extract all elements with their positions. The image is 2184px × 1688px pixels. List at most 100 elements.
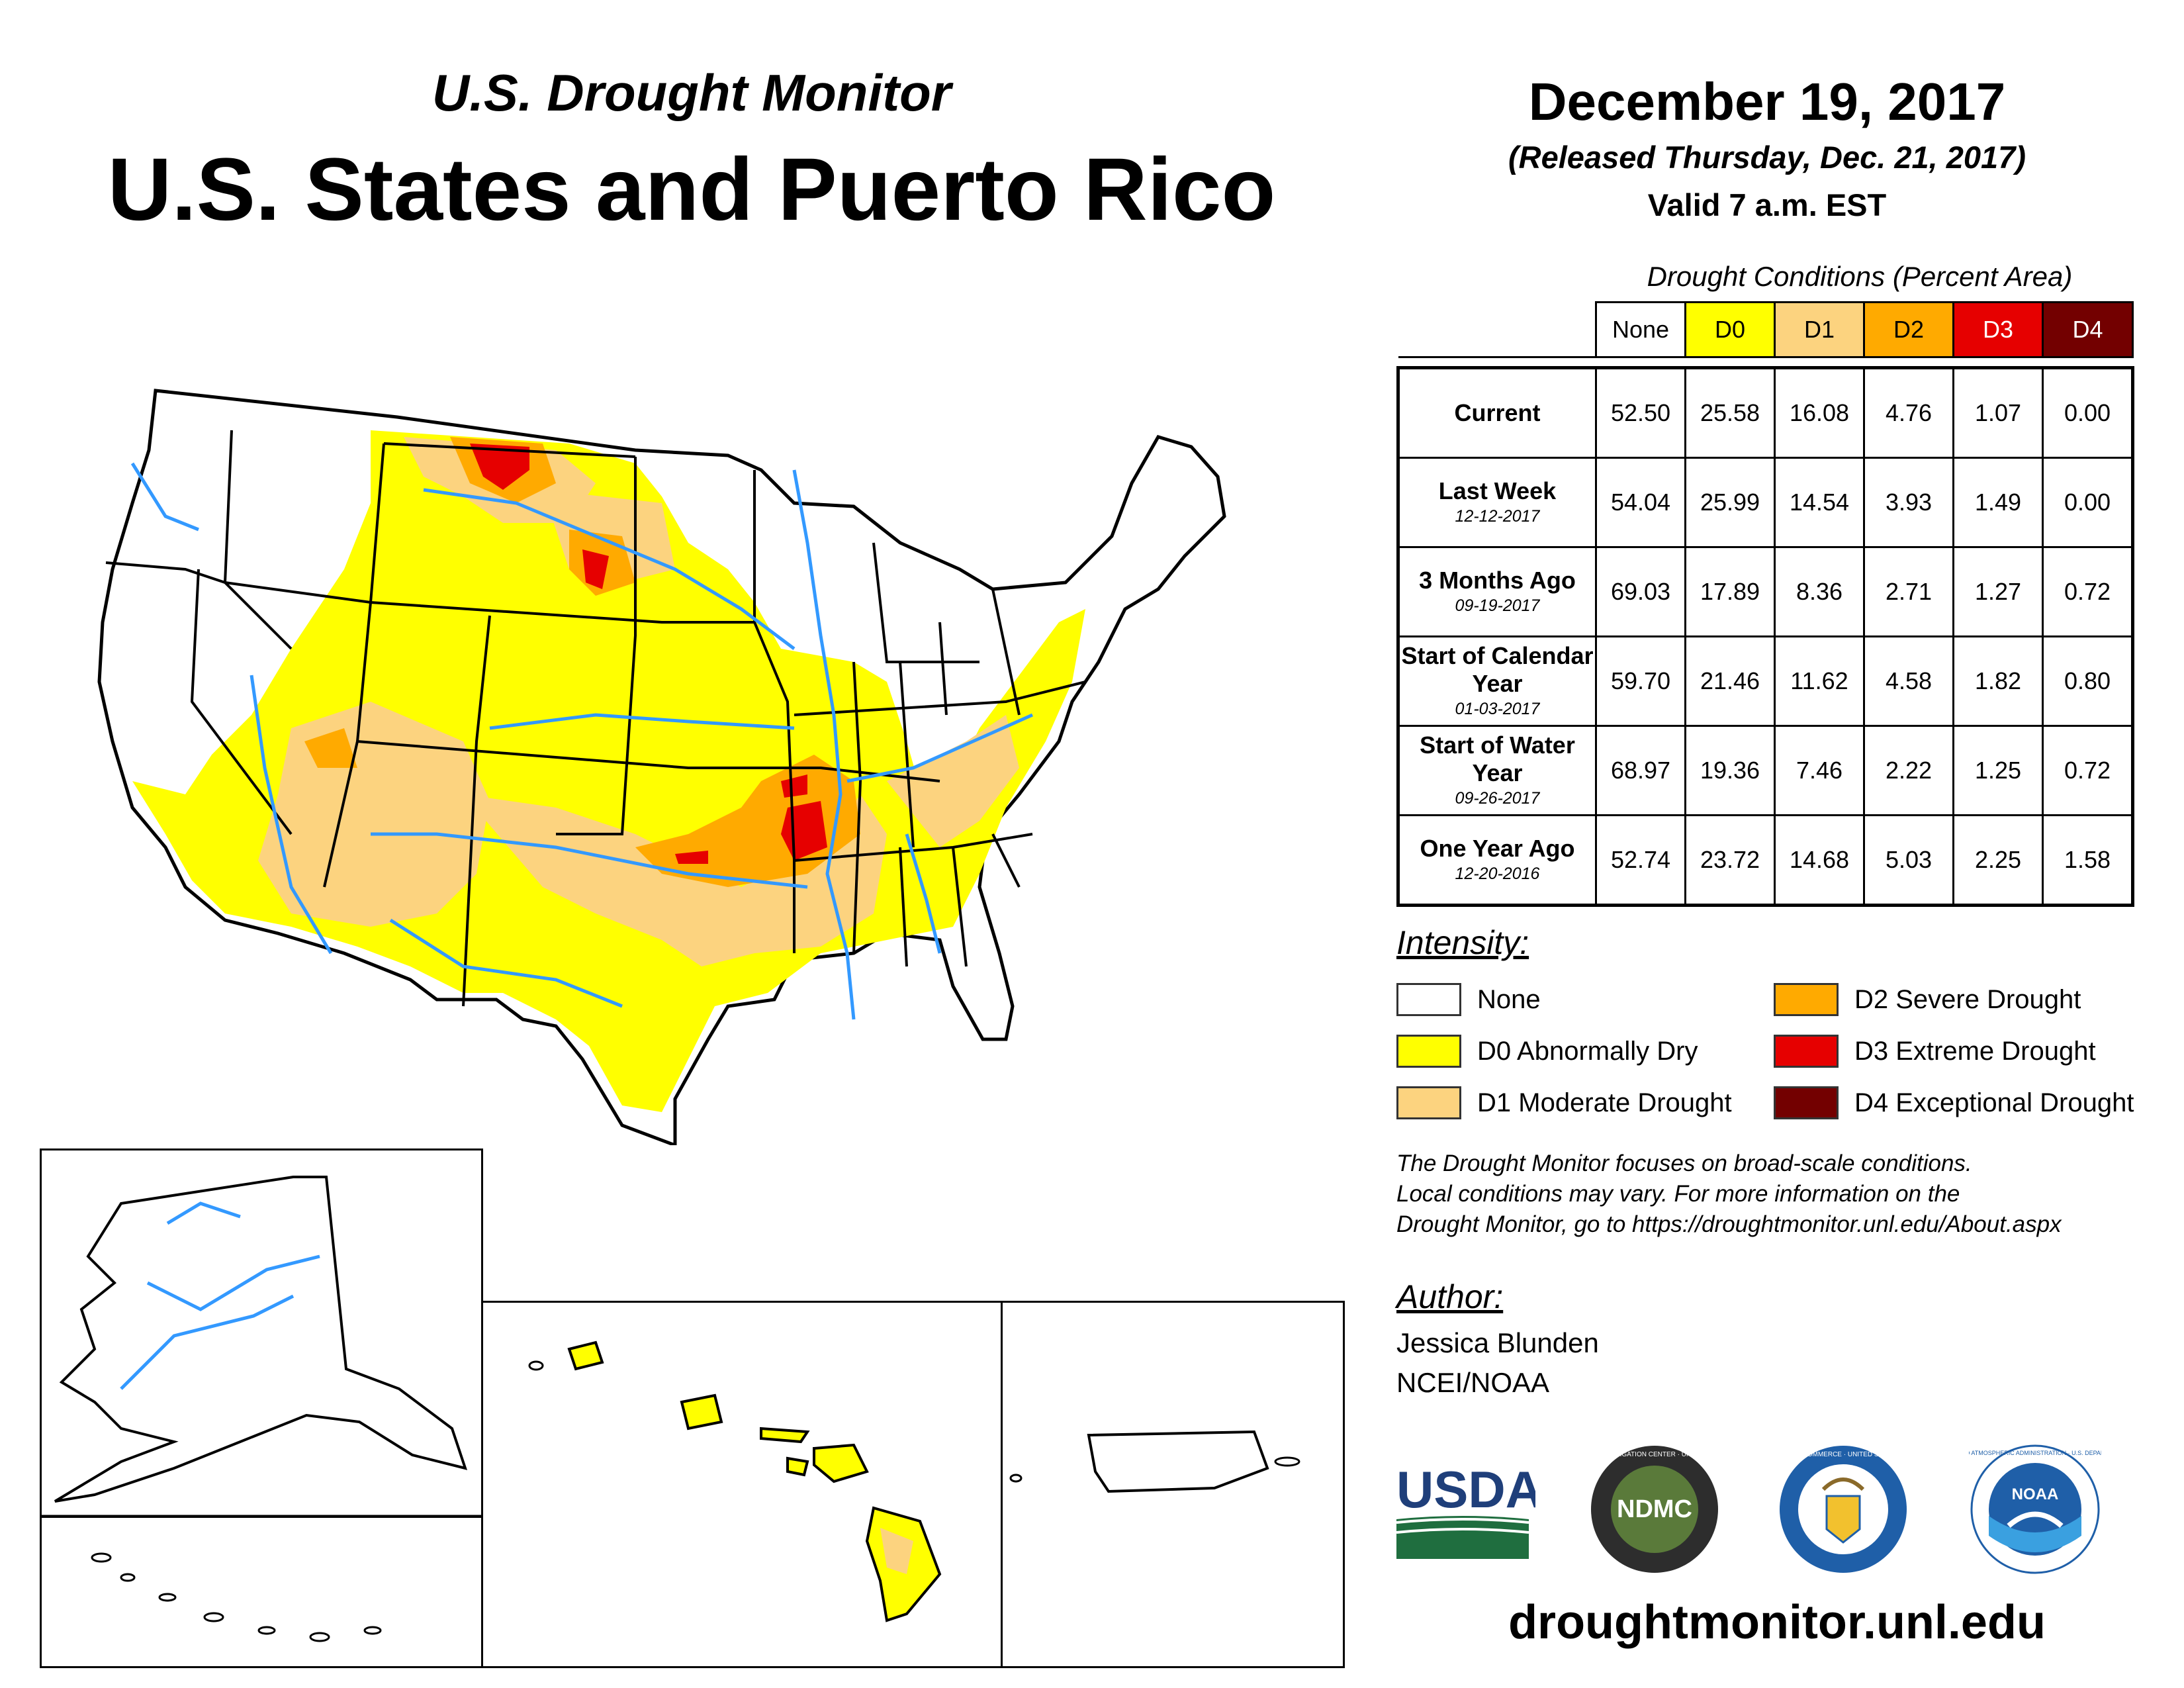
- intensity-title: Intensity:: [1396, 924, 1529, 961]
- legend-item-d4: D4 Exceptional Drought: [1774, 1084, 2134, 1121]
- row-date: 01-03-2017: [1455, 700, 1540, 718]
- table-cell: 19.36: [1684, 725, 1776, 816]
- table-row: Start of Calendar Year 01-03-2017 59.70 21.…: [1396, 635, 2134, 727]
- table-cell: 0.72: [2042, 725, 2134, 816]
- table-cell: 0.80: [2042, 635, 2134, 727]
- author-org: NCEI/NOAA: [1396, 1367, 1550, 1398]
- valid-time: Valid 7 a.m. EST: [1647, 187, 1887, 222]
- col-header-d1: D1: [1774, 301, 1865, 358]
- row-label: Current: [1396, 366, 1597, 459]
- table-cell: 11.62: [1774, 635, 1865, 727]
- alaska-inset: [40, 1149, 483, 1526]
- col-header-d2: D2: [1863, 301, 1954, 358]
- table-row: Start of Water Year 09-26-2017 68.97 19.36 7…: [1396, 725, 2134, 816]
- row-label: 3 Months Ago 09-19-2017: [1396, 546, 1597, 637]
- table-row: 3 Months Ago 09-19-2017 69.03 17.89 8.36 2.71…: [1396, 546, 2134, 637]
- map-title: U.S. States and Puerto Rico: [107, 140, 1276, 239]
- table-cell: 3.93: [1863, 457, 1954, 548]
- author-title: Author:: [1396, 1278, 1504, 1315]
- col-header-d4: D4: [2042, 301, 2134, 358]
- row-date: 09-26-2017: [1455, 789, 1540, 808]
- svg-text:NATIONAL OCEANIC AND ATMOSPHER: NATIONAL OCEANIC AND ATMOSPHERIC ADMINIS…: [1969, 1450, 2101, 1456]
- note-line: Drought Monitor, go to https://droughtmo…: [1396, 1211, 2062, 1237]
- table-cell: 1.07: [1952, 366, 2044, 459]
- svg-text:NOAA: NOAA: [2012, 1485, 2059, 1503]
- table-cell: 25.58: [1684, 366, 1776, 459]
- alaska-map: [42, 1176, 481, 1517]
- table-cell: 25.99: [1684, 457, 1776, 548]
- table-cell: 4.58: [1863, 635, 1954, 727]
- swatch-none: [1396, 983, 1461, 1016]
- row-label-text: Start of Water Year: [1420, 731, 1575, 786]
- table-cell: 0.00: [2042, 457, 2134, 548]
- table-cell: 2.25: [1952, 814, 2044, 907]
- table-row: One Year Ago 12-20-2016 52.74 23.72 14.68 5.0…: [1396, 814, 2134, 907]
- table-cell: 52.74: [1595, 814, 1686, 907]
- row-label: Last Week 12-12-2017: [1396, 457, 1597, 548]
- note-line: Local conditions may vary. For more info…: [1396, 1181, 1960, 1207]
- ndmc-logo: NDMC NATIONAL DROUGHT MITIGATION CENTER …: [1588, 1446, 1721, 1573]
- legend-item-d0: D0 Abnormally Dry: [1396, 1033, 1698, 1070]
- row-date: 09-19-2017: [1455, 596, 1540, 615]
- swatch-d0: [1396, 1035, 1461, 1068]
- row-label-text: Current: [1454, 399, 1541, 426]
- col-header-d0: D0: [1684, 301, 1776, 358]
- table-cell: 16.08: [1774, 366, 1865, 459]
- table-corner: [1398, 302, 1596, 358]
- table-cell: 5.03: [1863, 814, 1954, 907]
- row-label-text: Last Week: [1438, 477, 1557, 504]
- table-cell: 14.54: [1774, 457, 1865, 548]
- table-cell: 1.25: [1952, 725, 2044, 816]
- noaa-logo: NOAA NATIONAL OCEANIC AND ATMOSPHERIC AD…: [1969, 1444, 2101, 1574]
- svg-text:NATIONAL DROUGHT MITIGATION CE: NATIONAL DROUGHT MITIGATION CENTER · UNI…: [1588, 1451, 1721, 1458]
- table-cell: 1.82: [1952, 635, 2044, 727]
- table-cell: 69.03: [1595, 546, 1686, 637]
- legend-item-none: None: [1396, 981, 1541, 1018]
- swatch-d4: [1774, 1086, 1839, 1119]
- table-cell: 23.72: [1684, 814, 1776, 907]
- table-cell: 59.70: [1595, 635, 1686, 727]
- table-cell: 52.50: [1595, 366, 1686, 459]
- release-date: (Released Thursday, Dec. 21, 2017): [1508, 140, 2026, 175]
- puerto-rico-inset: [1001, 1301, 1345, 1668]
- conus-drought-map: [97, 389, 1226, 1145]
- drought-conditions-table: None D0 D1 D2 D3 D4 Current 52.50 25.58 16.…: [1396, 301, 2134, 907]
- row-label-text: One Year Ago: [1420, 835, 1575, 862]
- commerce-seal-logo: DEPARTMENT OF COMMERCE · UNITED STATES O…: [1777, 1446, 1909, 1573]
- table-cell: 7.46: [1774, 725, 1865, 816]
- table-cell: 0.72: [2042, 546, 2134, 637]
- disclaimer-note: The Drought Monitor focuses on broad-sca…: [1396, 1149, 2177, 1240]
- valid-date: December 19, 2017: [1528, 72, 2006, 131]
- hawaii-map: [528, 1340, 942, 1622]
- table-cell: 54.04: [1595, 457, 1686, 548]
- table-cell: 4.76: [1863, 366, 1954, 459]
- svg-text:DEPARTMENT OF COMMERCE · UNITE: DEPARTMENT OF COMMERCE · UNITED STATES O…: [1777, 1451, 1909, 1458]
- site-url[interactable]: droughtmonitor.unl.edu: [1508, 1596, 2046, 1649]
- row-date: 12-12-2017: [1455, 507, 1540, 526]
- table-cell: 1.49: [1952, 457, 2044, 548]
- row-label: Start of Calendar Year 01-03-2017: [1396, 635, 1597, 727]
- swatch-d2: [1774, 983, 1839, 1016]
- table-cell: 0.00: [2042, 366, 2134, 459]
- table-row: Current 52.50 25.58 16.08 4.76 1.07 0.00: [1396, 366, 2134, 459]
- table-cell: 2.22: [1863, 725, 1954, 816]
- table-row: Last Week 12-12-2017 54.04 25.99 14.54 3.93 1.…: [1396, 457, 2134, 548]
- row-label-text: Start of Calendar Year: [1401, 642, 1594, 697]
- table-cell: 17.89: [1684, 546, 1776, 637]
- swatch-d1: [1396, 1086, 1461, 1119]
- svg-text:NDMC: NDMC: [1617, 1495, 1692, 1523]
- table-cell: 21.46: [1684, 635, 1776, 727]
- table-cell: 1.58: [2042, 814, 2134, 907]
- map-subtitle: U.S. Drought Monitor: [432, 64, 952, 122]
- col-header-none: None: [1595, 301, 1686, 358]
- col-header-d3: D3: [1952, 301, 2044, 358]
- row-label-text: 3 Months Ago: [1419, 567, 1576, 594]
- legend-item-d2: D2 Severe Drought: [1774, 981, 2081, 1018]
- svg-text:USDA: USDA: [1396, 1460, 1535, 1519]
- usda-logo: USDA: [1396, 1460, 1535, 1559]
- note-line: The Drought Monitor focuses on broad-sca…: [1396, 1150, 1972, 1176]
- row-label: Start of Water Year 09-26-2017: [1396, 725, 1597, 816]
- legend-item-d3: D3 Extreme Drought: [1774, 1033, 2096, 1070]
- row-label: One Year Ago 12-20-2016: [1396, 814, 1597, 907]
- rivers: [130, 462, 1034, 1020]
